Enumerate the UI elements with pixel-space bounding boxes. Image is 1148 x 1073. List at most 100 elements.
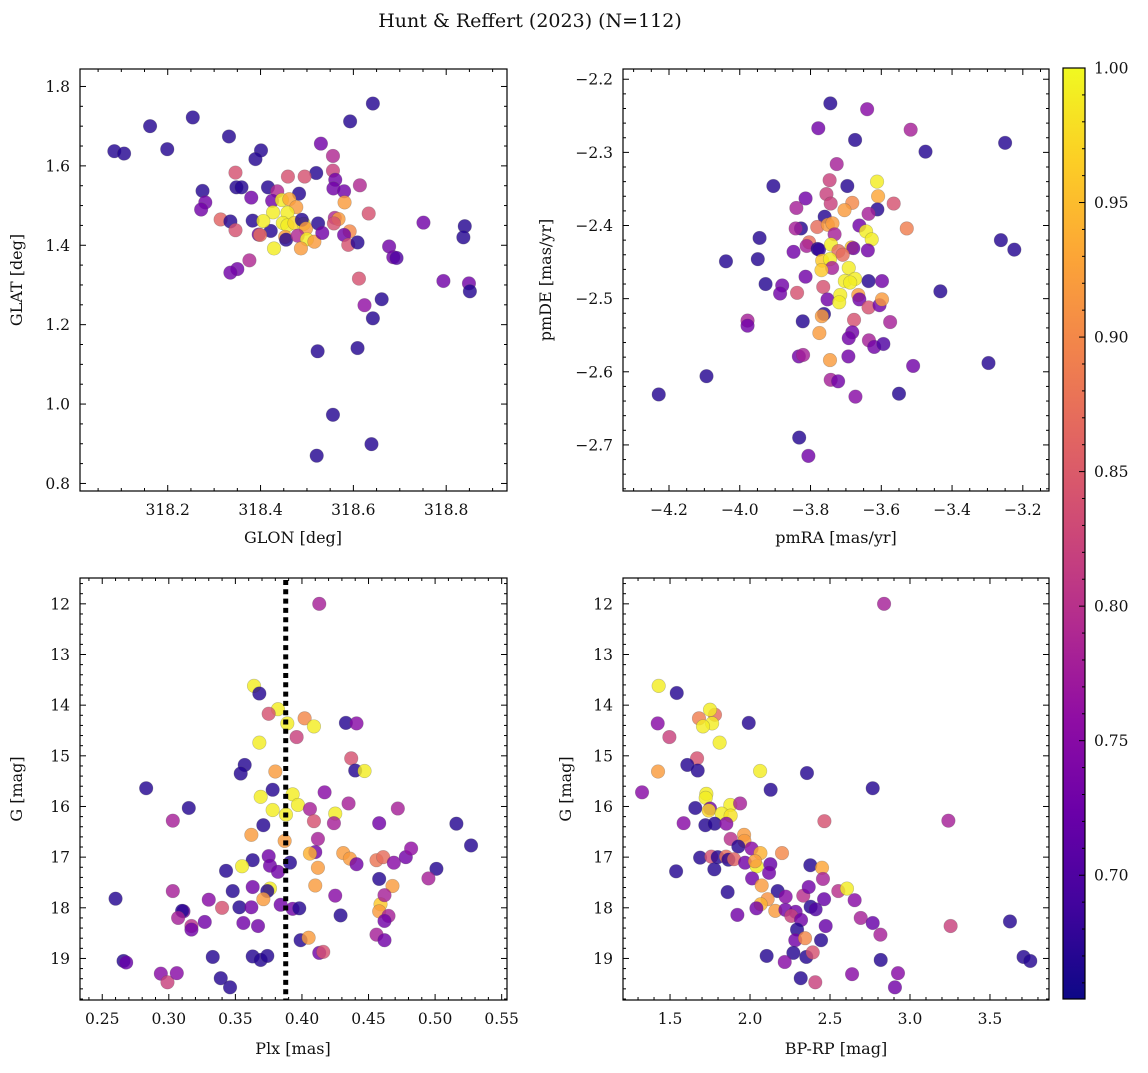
data-point bbox=[763, 782, 778, 797]
data-point bbox=[377, 933, 392, 948]
colorbar-tick-label: 0.85 bbox=[1094, 463, 1129, 481]
data-point bbox=[843, 275, 858, 290]
data-point bbox=[225, 883, 240, 899]
data-point bbox=[873, 927, 888, 942]
y-tick-label: 17 bbox=[50, 849, 70, 867]
data-point bbox=[759, 948, 774, 964]
data-point bbox=[181, 800, 196, 816]
data-point bbox=[256, 892, 271, 907]
data-point bbox=[853, 910, 868, 926]
data-point bbox=[165, 883, 180, 899]
data-point bbox=[860, 102, 875, 117]
x-tick-label: 3.5 bbox=[978, 1010, 1003, 1028]
x-tick-label: 1.5 bbox=[658, 1010, 683, 1028]
data-point bbox=[702, 702, 718, 717]
y-tick-label: −2.4 bbox=[575, 217, 613, 235]
panel-plx-g: 0.25 0.30 0.35 0.40 0.45 0.50 0.55 12 13 14 15 16 17… bbox=[50, 577, 519, 1028]
data-point bbox=[194, 202, 209, 217]
data-point bbox=[256, 213, 271, 229]
data-point bbox=[309, 448, 324, 463]
data-point bbox=[650, 764, 666, 779]
data-point bbox=[160, 142, 175, 157]
data-point bbox=[798, 191, 813, 206]
colorbar-tick-label: 1.00 bbox=[1094, 60, 1129, 78]
data-point bbox=[943, 918, 958, 934]
data-point bbox=[766, 178, 781, 194]
x-tick-label: 318.6 bbox=[331, 501, 375, 519]
data-point bbox=[349, 857, 364, 872]
data-point bbox=[234, 859, 250, 874]
data-point bbox=[228, 223, 243, 238]
data-point bbox=[795, 347, 811, 363]
data-point bbox=[981, 355, 996, 371]
data-point bbox=[293, 241, 309, 256]
data-point bbox=[290, 797, 306, 813]
data-point bbox=[292, 901, 307, 916]
data-point bbox=[252, 227, 268, 243]
axes-frame bbox=[79, 577, 508, 1001]
data-point bbox=[350, 340, 365, 356]
y-tick-label: −2.2 bbox=[575, 71, 613, 89]
panel-bprp-g: 1.5 2.0 2.5 3.0 3.5 12 13 14 15 16 17 18 19 bbox=[593, 577, 1050, 1028]
data-point bbox=[669, 685, 684, 701]
data-point bbox=[344, 751, 359, 766]
panel-glon-glat: 318.2 318.4 318.6 318.8 0.8 1.0 1.2 1.4 1.6 1.8 bbox=[45, 68, 508, 519]
data-point bbox=[861, 206, 876, 221]
data-point bbox=[325, 148, 341, 164]
x-tick-label: 318.2 bbox=[146, 501, 190, 519]
data-point bbox=[244, 827, 259, 842]
data-point bbox=[1007, 242, 1022, 257]
data-point bbox=[197, 914, 212, 930]
x-tick-label: −3.4 bbox=[933, 501, 971, 519]
data-point bbox=[252, 735, 267, 750]
data-point bbox=[774, 845, 790, 861]
data-point bbox=[386, 855, 401, 870]
data-point bbox=[377, 913, 392, 929]
data-point bbox=[754, 878, 769, 893]
data-point bbox=[861, 273, 876, 289]
data-point bbox=[372, 871, 387, 887]
data-point bbox=[874, 273, 890, 289]
data-point bbox=[222, 980, 238, 995]
data-point bbox=[699, 369, 714, 384]
scatter-points bbox=[651, 96, 1022, 463]
x-axis-label-plx: Plx [mas] bbox=[255, 1039, 330, 1058]
data-point bbox=[350, 235, 365, 250]
colorbar-tick-label: 0.80 bbox=[1094, 598, 1129, 616]
y-tick-label: 1.2 bbox=[45, 316, 70, 334]
data-point bbox=[720, 884, 735, 900]
data-point bbox=[993, 233, 1008, 248]
data-point bbox=[244, 900, 259, 915]
data-point bbox=[847, 893, 862, 908]
figure-title: Hunt & Reffert (2023) (N=112) bbox=[378, 10, 682, 32]
data-point bbox=[343, 114, 358, 129]
x-tick-label: 0.50 bbox=[418, 1010, 453, 1028]
data-point bbox=[306, 719, 322, 734]
data-point bbox=[841, 260, 856, 276]
colorbar-tick-label: 0.90 bbox=[1094, 329, 1129, 347]
data-point bbox=[297, 169, 312, 184]
data-point bbox=[731, 839, 746, 854]
data-point bbox=[244, 190, 259, 205]
data-point bbox=[228, 165, 243, 180]
y-tick-label: 12 bbox=[50, 595, 70, 613]
data-point bbox=[651, 678, 666, 694]
data-point bbox=[232, 900, 247, 915]
data-point bbox=[876, 336, 891, 352]
x-axis-label-bprp: BP-RP [mag] bbox=[785, 1039, 887, 1058]
data-point bbox=[786, 244, 801, 259]
data-point bbox=[852, 292, 867, 307]
data-point bbox=[887, 980, 903, 995]
x-axis-label-glon: GLON [deg] bbox=[244, 528, 342, 547]
data-point bbox=[918, 144, 933, 159]
data-point bbox=[265, 802, 280, 818]
data-point bbox=[184, 922, 199, 937]
data-point bbox=[317, 785, 332, 800]
x-tick-label: 2.0 bbox=[738, 1010, 763, 1028]
data-point bbox=[651, 387, 666, 402]
y-tick-label: −2.3 bbox=[575, 144, 613, 162]
data-point bbox=[813, 933, 829, 948]
data-point bbox=[270, 864, 286, 879]
y-tick-label: 14 bbox=[50, 697, 70, 715]
data-point bbox=[390, 801, 405, 816]
